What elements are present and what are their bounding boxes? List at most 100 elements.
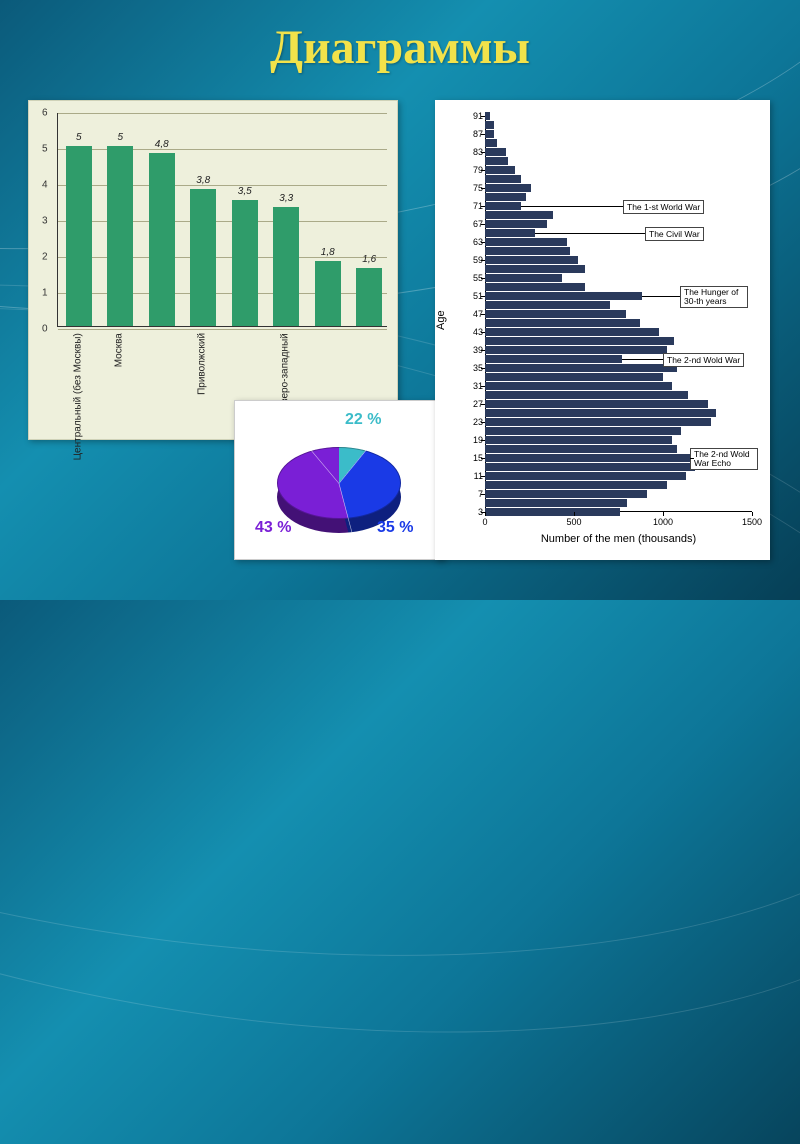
pyramid-bar [485,166,515,174]
bar: 5 [107,146,133,326]
pyramid-ytick: 71 [463,201,483,211]
pie-chart-panel: 22 % 35 % 43 % [234,400,444,560]
pyramid-bar [485,292,642,300]
pyramid-ytick: 67 [463,219,483,229]
pyramid-bar [485,238,567,246]
pyramid-ytick: 31 [463,381,483,391]
pyramid-bar [485,499,627,507]
pyramid-bar [485,184,531,192]
pyramid-ytick: 83 [463,147,483,157]
pyramid-bar [485,130,494,138]
pyramid-ytick: 79 [463,165,483,175]
pie-chart [277,447,401,519]
bar-chart-panel: 0123456554,83,83,53,31,81,6 Центральный … [28,100,398,440]
pyramid-ytick: 39 [463,345,483,355]
pyramid-bar [485,148,506,156]
bar-value-label: 3,5 [232,186,258,197]
bar-value-label: 3,3 [273,193,299,204]
pyramid-bar [485,508,620,516]
pie-slice-label: 35 % [377,519,413,537]
pyramid-bar [485,328,659,336]
bar: 4,8 [149,153,175,326]
pyramid-ytick: 51 [463,291,483,301]
pyramid-bar [485,490,647,498]
pyramid-ytick: 35 [463,363,483,373]
pyramid-chart-plot: 3711151923273135394347515559636771757983… [485,112,752,512]
pyramid-ytick: 87 [463,129,483,139]
pyramid-bar [485,301,610,309]
pyramid-bar [485,319,640,327]
bar: 3,8 [190,189,216,326]
bar-ytick: 6 [42,108,48,119]
pyramid-bar [485,346,667,354]
pyramid-bar [485,157,508,165]
bar-ytick: 2 [42,252,48,263]
pyramid-bar [485,355,622,363]
pyramid-bar [485,112,490,120]
bar-chart-plot: 0123456554,83,83,53,31,81,6 [57,113,387,327]
pyramid-ytick: 11 [463,471,483,481]
bar-ytick: 3 [42,216,48,227]
pyramid-bar [485,382,672,390]
pie-slice-label: 43 % [255,519,291,537]
pyramid-bar [485,391,688,399]
bar-category-label: Москва [114,333,125,367]
pyramid-bar [485,229,535,237]
bar-category-label: Приволжский [197,333,208,395]
bar-ytick: 1 [42,288,48,299]
pyramid-ytick: 47 [463,309,483,319]
bar: 5 [66,146,92,326]
pyramid-bar [485,373,663,381]
pyramid-bar [485,310,626,318]
page-title: Диаграммы [0,20,800,75]
pyramid-bar [485,193,526,201]
pyramid-callout: The 2-nd Wold War Echo [690,448,758,470]
pyramid-ytick: 7 [463,489,483,499]
bar: 3,3 [273,207,299,326]
pyramid-ylabel: Age [435,310,447,330]
pyramid-ytick: 23 [463,417,483,427]
pyramid-xtick: 1500 [742,517,762,527]
pyramid-bar [485,400,708,408]
pyramid-bar [485,256,578,264]
pyramid-xtick: 0 [482,517,487,527]
bar: 3,5 [232,200,258,326]
bar-ytick: 4 [42,180,48,191]
pyramid-ytick: 43 [463,327,483,337]
pyramid-bar [485,202,521,210]
pyramid-bar [485,220,547,228]
pyramid-bar [485,472,686,480]
pyramid-bar [485,265,585,273]
pyramid-bar [485,175,521,183]
bar-value-label: 1,8 [315,247,341,258]
pyramid-xtick: 500 [566,517,581,527]
pie-slice-label: 22 % [345,411,381,429]
pyramid-ytick: 63 [463,237,483,247]
pyramid-ytick: 91 [463,111,483,121]
pyramid-bar [485,436,672,444]
pyramid-ytick: 15 [463,453,483,463]
pyramid-bar [485,211,553,219]
bar-category-label: Центральный (без Москвы) [72,333,83,460]
pyramid-bar [485,445,677,453]
pyramid-bar [485,139,497,147]
pyramid-bar [485,427,681,435]
pyramid-bar [485,283,585,291]
bar-value-label: 3,8 [190,175,216,186]
pyramid-ytick: 59 [463,255,483,265]
bar: 1,8 [315,261,341,326]
bar: 1,6 [356,268,382,326]
pyramid-bar [485,418,711,426]
pyramid-bar [485,454,690,462]
pyramid-callout: The 1-st World War [623,200,704,214]
bar-value-label: 4,8 [149,139,175,150]
bar-value-label: 5 [66,132,92,143]
pyramid-xlabel: Number of the men (thousands) [485,533,752,545]
bar-value-label: 5 [107,132,133,143]
pyramid-ytick: 19 [463,435,483,445]
bar-ytick: 5 [42,144,48,155]
pyramid-ytick: 27 [463,399,483,409]
pyramid-callout: The Civil War [645,227,704,241]
pyramid-ytick: 55 [463,273,483,283]
pyramid-ytick: 3 [463,507,483,517]
